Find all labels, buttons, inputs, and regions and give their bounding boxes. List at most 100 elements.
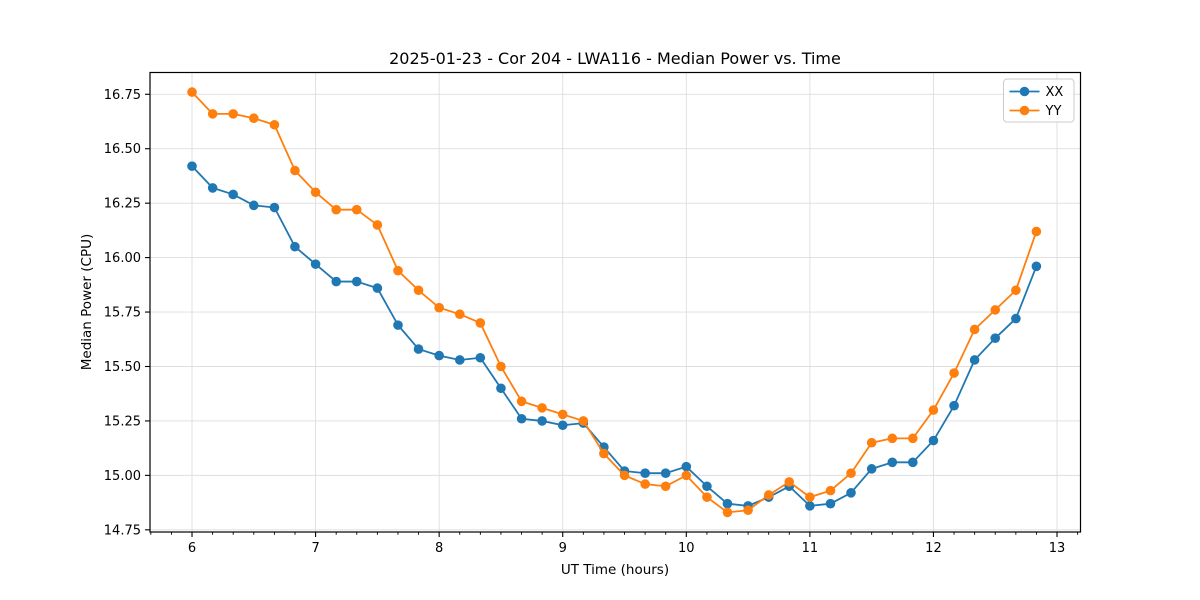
data-point-XX bbox=[434, 350, 444, 361]
data-point-YY bbox=[599, 448, 609, 459]
data-point-XX bbox=[1011, 313, 1021, 324]
data-point-XX bbox=[269, 202, 280, 213]
data-point-XX bbox=[537, 416, 547, 426]
data-point-XX bbox=[908, 457, 918, 468]
x-tick-label: 6 bbox=[188, 541, 196, 556]
x-tick-label: 10 bbox=[678, 541, 695, 556]
x-tick-label: 8 bbox=[435, 541, 443, 556]
data-point-XX bbox=[454, 355, 465, 365]
y-tick-label: 16.25 bbox=[104, 197, 141, 212]
series-line-XX bbox=[191, 165, 1038, 507]
data-point-YY bbox=[290, 165, 300, 176]
data-point-XX bbox=[496, 383, 506, 394]
data-point-YY bbox=[516, 396, 527, 407]
axes-box bbox=[149, 71, 1082, 533]
data-point-XX bbox=[681, 461, 692, 472]
data-point-XX bbox=[331, 276, 342, 287]
data-point-YY bbox=[1011, 285, 1021, 296]
data-point-XX bbox=[475, 352, 486, 363]
data-point-YY bbox=[1031, 226, 1042, 237]
data-point-YY bbox=[866, 437, 877, 448]
data-point-YY bbox=[928, 405, 939, 415]
data-point-YY bbox=[310, 187, 321, 198]
legend-label-XX: XX bbox=[1046, 85, 1064, 100]
data-point-XX bbox=[413, 344, 424, 354]
data-point-YY bbox=[640, 479, 650, 489]
data-point-YY bbox=[887, 433, 898, 444]
data-point-XX bbox=[660, 468, 671, 479]
data-point-YY bbox=[619, 470, 630, 481]
data-point-XX bbox=[187, 161, 197, 171]
data-point-XX bbox=[805, 501, 815, 511]
x-tick-label: 7 bbox=[311, 541, 319, 556]
data-point-YY bbox=[393, 265, 403, 276]
x-tick-label: 11 bbox=[802, 541, 819, 556]
data-point-XX bbox=[249, 200, 259, 211]
data-point-YY bbox=[454, 309, 465, 320]
data-point-XX bbox=[310, 259, 321, 269]
data-point-YY bbox=[949, 368, 959, 378]
data-point-XX bbox=[866, 464, 877, 474]
data-point-YY bbox=[805, 492, 815, 502]
data-point-YY bbox=[763, 490, 774, 500]
data-point-XX bbox=[949, 400, 959, 411]
y-tick-label: 14.75 bbox=[104, 523, 141, 538]
data-point-YY bbox=[269, 119, 280, 130]
data-point-XX bbox=[351, 276, 362, 287]
data-point-XX bbox=[557, 420, 568, 431]
legend-box bbox=[1003, 78, 1075, 123]
data-point-YY bbox=[207, 109, 218, 119]
data-point-YY bbox=[496, 361, 506, 372]
x-axis-label: UT Time (hours) bbox=[560, 562, 670, 578]
y-tick-label: 16.75 bbox=[104, 88, 141, 103]
x-tick-label: 9 bbox=[559, 541, 567, 556]
data-point-YY bbox=[660, 481, 671, 492]
data-point-YY bbox=[351, 204, 362, 215]
legend-sample-marker bbox=[1019, 86, 1030, 97]
y-tick-label: 16.00 bbox=[104, 251, 141, 266]
data-point-XX bbox=[722, 498, 733, 509]
data-point-YY bbox=[557, 409, 568, 420]
data-point-YY bbox=[578, 416, 589, 426]
data-point-XX bbox=[969, 355, 980, 365]
data-point-YY bbox=[846, 468, 856, 479]
data-point-YY bbox=[825, 485, 836, 496]
data-point-XX bbox=[887, 457, 898, 468]
data-point-YY bbox=[187, 87, 197, 97]
data-point-XX bbox=[990, 333, 1001, 343]
data-point-YY bbox=[475, 318, 486, 328]
data-point-XX bbox=[516, 413, 527, 424]
data-point-YY bbox=[228, 109, 238, 119]
data-point-YY bbox=[743, 505, 753, 516]
data-point-YY bbox=[990, 305, 1001, 315]
data-point-YY bbox=[331, 204, 342, 215]
legend-sample-marker bbox=[1019, 105, 1030, 116]
legend-label-YY: YY bbox=[1045, 104, 1062, 119]
chart-title: 2025-01-23 - Cor 204 - LWA116 - Median P… bbox=[389, 49, 841, 68]
data-point-XX bbox=[228, 189, 238, 200]
data-point-YY bbox=[702, 492, 712, 502]
x-tick-label: 12 bbox=[925, 541, 942, 556]
y-tick-label: 15.25 bbox=[104, 414, 141, 429]
data-point-XX bbox=[640, 468, 650, 479]
data-point-YY bbox=[372, 220, 383, 230]
data-point-XX bbox=[846, 488, 856, 498]
data-point-XX bbox=[702, 481, 712, 492]
data-point-YY bbox=[413, 285, 424, 296]
data-point-YY bbox=[434, 302, 444, 313]
series-line-YY bbox=[191, 91, 1038, 514]
data-point-YY bbox=[908, 433, 918, 444]
data-point-XX bbox=[290, 241, 300, 252]
data-point-YY bbox=[784, 477, 795, 487]
data-point-XX bbox=[393, 320, 403, 330]
y-tick-label: 15.50 bbox=[104, 360, 141, 375]
data-point-YY bbox=[969, 324, 980, 335]
y-tick-label: 15.75 bbox=[104, 306, 141, 321]
data-point-YY bbox=[722, 507, 733, 518]
data-point-XX bbox=[928, 435, 939, 446]
data-point-YY bbox=[249, 113, 259, 124]
data-point-XX bbox=[825, 498, 836, 509]
y-tick-label: 15.00 bbox=[104, 469, 141, 484]
